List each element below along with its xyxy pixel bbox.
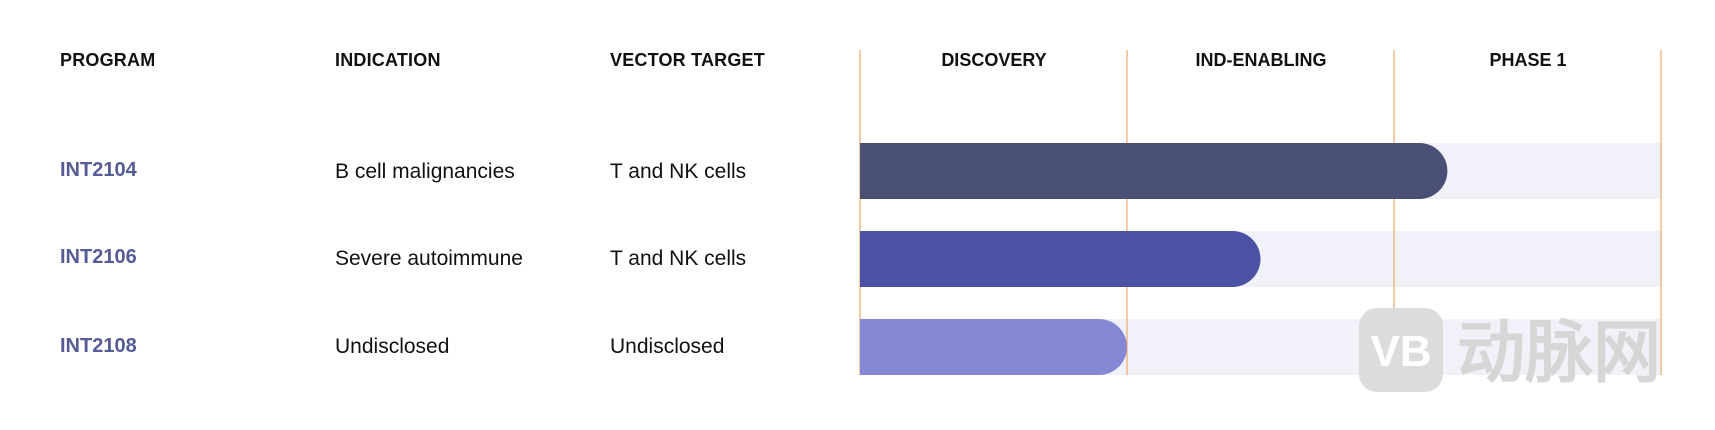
indication-cell: Undisclosed bbox=[335, 335, 450, 358]
progress-bar-int2108 bbox=[860, 319, 1127, 375]
vector-target-cell: T and NK cells bbox=[610, 160, 747, 183]
progress-bar-int2104 bbox=[860, 143, 1448, 199]
logo-mark-text: VB bbox=[1370, 327, 1431, 376]
indication-cell: Severe autoimmune bbox=[335, 247, 523, 270]
stage-header-ind-enabling: IND-ENABLING bbox=[1195, 50, 1327, 70]
vector-target-cell: T and NK cells bbox=[610, 247, 747, 270]
stage-header-phase-1: PHASE 1 bbox=[1489, 50, 1567, 70]
progress-bar-int2106 bbox=[860, 231, 1261, 287]
program-label: INT2106 bbox=[60, 246, 137, 268]
watermark-logo: VB 动脉网 bbox=[1359, 308, 1661, 393]
vector-target-cell: Undisclosed bbox=[610, 335, 725, 358]
indication-cell: B cell malignancies bbox=[335, 160, 515, 183]
program-label: INT2108 bbox=[60, 335, 137, 357]
watermark-text: 动脉网 bbox=[1457, 314, 1661, 393]
stage-header-discovery: DISCOVERY bbox=[941, 50, 1047, 70]
program-label: INT2104 bbox=[60, 159, 137, 181]
header-indication: INDICATION bbox=[335, 50, 441, 70]
header-program: PROGRAM bbox=[60, 50, 156, 70]
logo-mark bbox=[1359, 308, 1443, 392]
header-vector-target: VECTOR TARGET bbox=[610, 50, 765, 70]
